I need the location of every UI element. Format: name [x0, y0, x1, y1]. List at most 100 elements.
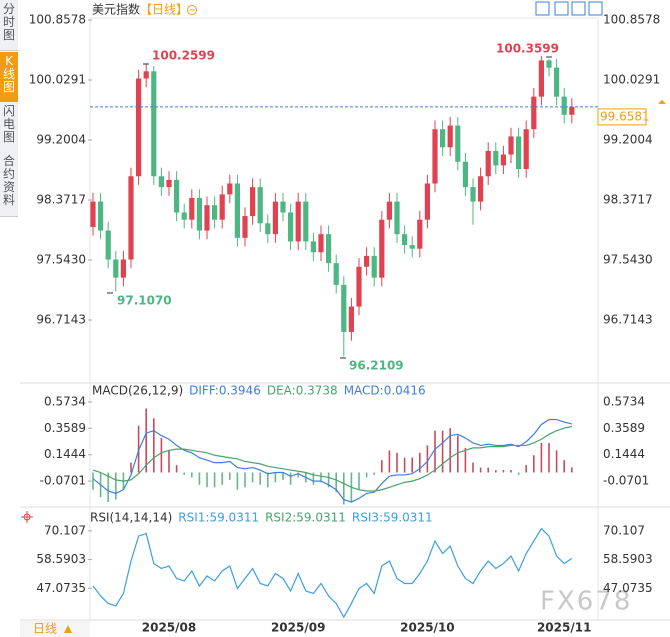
- y2-tick-label: 98.3717: [603, 193, 653, 207]
- candle-body: [136, 78, 142, 177]
- candle-body: [204, 205, 210, 231]
- candle-body: [158, 176, 164, 188]
- y-tick-label: 97.5430: [36, 253, 86, 267]
- y-tick-label: 98.3717: [36, 193, 86, 207]
- candle-body: [113, 259, 119, 278]
- candle-body: [196, 197, 202, 231]
- candle-body: [272, 201, 278, 235]
- y-tick-label: -0.0701: [40, 474, 86, 488]
- legend-entry: MACD:0.0416: [344, 384, 426, 398]
- y2-tick-label: 70.107: [603, 523, 645, 537]
- y-tick-label: 58.5903: [36, 552, 86, 566]
- y-tick-label: 100.0291: [29, 73, 86, 87]
- candle-body: [470, 187, 476, 202]
- tool-icon[interactable]: [535, 1, 550, 16]
- y2-tick-label: 96.7143: [603, 313, 653, 327]
- zoom-out-icon[interactable]: [187, 5, 197, 15]
- candle-body: [105, 230, 111, 260]
- candle-body: [538, 60, 544, 97]
- y-tick-label: 100.8578: [29, 13, 86, 27]
- annotation: 96.2109: [349, 359, 404, 373]
- candle-body: [561, 96, 567, 115]
- chart-title: 美元指数: [92, 2, 140, 17]
- candle-body: [478, 176, 484, 202]
- candle-body: [227, 183, 233, 195]
- candle-body: [394, 201, 400, 235]
- candle-body: [356, 266, 362, 307]
- tool-icon[interactable]: [554, 1, 569, 16]
- candle-body: [288, 212, 294, 242]
- candle-body: [493, 150, 499, 166]
- toolbar: [535, 1, 603, 16]
- tab[interactable]: 合约资料: [0, 152, 18, 217]
- candle-body: [120, 259, 126, 278]
- y2-tick-label: 0.1444: [603, 447, 645, 461]
- y2-tick-label: 47.0735: [603, 581, 653, 595]
- period-label[interactable]: 【日线】: [140, 3, 188, 17]
- candle-body: [234, 183, 240, 238]
- candle-body: [523, 129, 529, 170]
- tab[interactable]: 闪电图: [0, 102, 18, 153]
- series-line: [92, 527, 573, 619]
- candle-body: [386, 201, 392, 220]
- candle-body: [424, 183, 430, 220]
- legend-entry: RSI1:59.0311: [178, 511, 259, 525]
- legend-entry: RSI3:59.0311: [352, 511, 433, 525]
- footer-button[interactable]: [20, 621, 90, 637]
- candle-body: [219, 194, 225, 220]
- y-tick-label: 96.7143: [36, 313, 86, 327]
- y2-tick-label: 97.5430: [603, 253, 653, 267]
- candle-body: [417, 219, 423, 249]
- candle-body: [440, 129, 446, 148]
- y-tick-label: 0.3589: [44, 421, 86, 435]
- x-tick-label: 2025/11: [537, 621, 591, 635]
- legend-entry: DIFF:0.3946: [189, 384, 261, 398]
- y2-tick-label: 0.5734: [603, 394, 645, 408]
- candle-body: [516, 136, 522, 170]
- y-tick-label: 47.0735: [36, 581, 86, 595]
- candle-body: [432, 129, 438, 184]
- y-tick-label: 70.107: [44, 523, 86, 537]
- watermark: FX678: [540, 587, 632, 617]
- candle-body: [485, 150, 491, 177]
- candle-body: [326, 234, 332, 264]
- y2-tick-label: 0.3589: [603, 421, 645, 435]
- candle-body: [250, 187, 256, 217]
- candle-body: [554, 67, 560, 97]
- candle-body: [151, 71, 157, 177]
- current-price-arrow: [658, 99, 666, 104]
- legend-entry: RSI(14,14,14): [90, 511, 172, 525]
- series-line: [92, 425, 572, 492]
- annotation: 100.3599: [496, 42, 559, 56]
- tool-icon[interactable]: [588, 1, 603, 16]
- annotation: 100.2599: [152, 49, 215, 63]
- candle-body: [128, 176, 134, 260]
- tab[interactable]: 分时图: [0, 0, 18, 51]
- candle-body: [98, 201, 104, 231]
- y-tick-label: 0.5734: [44, 394, 86, 408]
- y2-tick-label: 99.2004: [603, 133, 653, 147]
- candle-body: [303, 201, 309, 242]
- candle-body: [531, 96, 537, 130]
- footer-period[interactable]: 日线: [33, 622, 57, 636]
- candle-body: [265, 223, 271, 235]
- current-price-box: [597, 108, 647, 126]
- candle-body: [257, 187, 263, 224]
- candle-body: [508, 136, 514, 155]
- candle-body: [546, 60, 552, 68]
- legend-entry: DEA:0.3738: [267, 384, 338, 398]
- candle-body: [212, 205, 218, 220]
- tab-active[interactable]: K线图: [0, 52, 18, 103]
- tool-icon[interactable]: [571, 1, 586, 16]
- candle-body: [371, 255, 377, 278]
- candle-body: [90, 201, 96, 227]
- candle-body: [409, 245, 415, 249]
- candle-body: [447, 125, 453, 148]
- x-tick-label: 2025/10: [400, 621, 454, 635]
- series-line: [92, 418, 572, 503]
- legend-entry: MACD(26,12,9): [92, 384, 183, 398]
- candle-body: [143, 71, 149, 79]
- candle-body: [181, 212, 187, 220]
